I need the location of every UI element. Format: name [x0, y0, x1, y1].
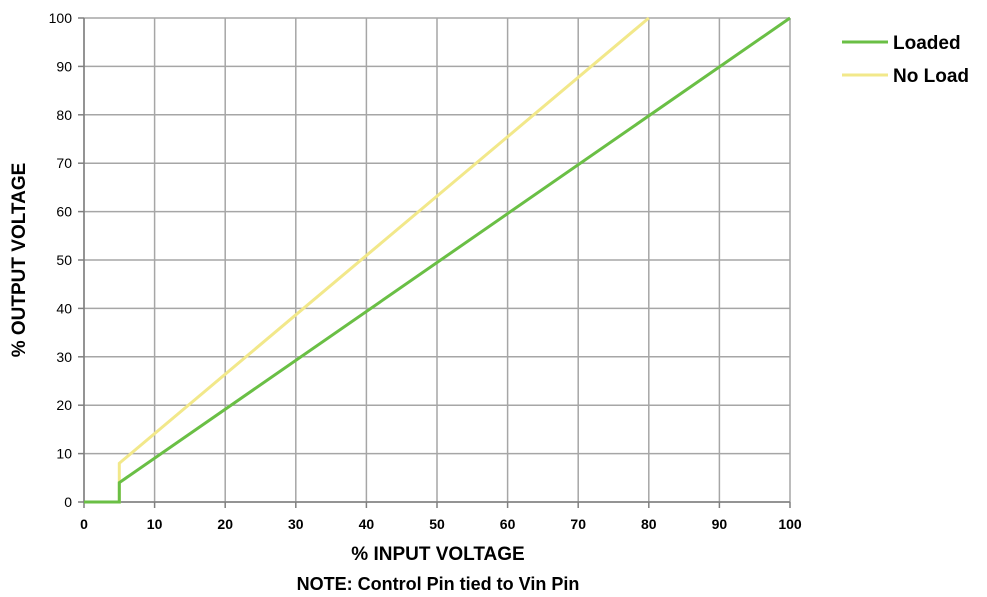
x-tick-label: 40	[359, 516, 375, 532]
y-tick-label: 30	[56, 349, 72, 365]
y-tick-label: 90	[56, 58, 72, 74]
y-tick-label: 40	[56, 300, 72, 316]
y-tick-label: 80	[56, 107, 72, 123]
x-tick-label: 0	[80, 516, 88, 532]
y-tick-label: 50	[56, 252, 72, 268]
y-axis-ticks: 0 10 20 30 40 50 60 70 80 90 100	[49, 10, 84, 510]
y-axis-title: % OUTPUT VOLTAGE	[9, 163, 30, 358]
legend: Loaded No Load	[842, 33, 969, 87]
x-tick-label: 10	[147, 516, 163, 532]
x-axis-title: % INPUT VOLTAGE	[351, 544, 524, 565]
x-tick-label: 20	[217, 516, 233, 532]
x-axis-ticks: 0 10 20 30 40 50 60 70 80 90 100	[80, 502, 802, 532]
x-tick-label: 50	[429, 516, 445, 532]
grid	[83, 17, 791, 503]
x-tick-label: 30	[288, 516, 304, 532]
y-tick-label: 10	[56, 446, 72, 462]
y-tick-label: 70	[56, 155, 72, 171]
x-tick-label: 70	[570, 516, 586, 532]
x-tick-label: 90	[712, 516, 728, 532]
legend-label-loaded: Loaded	[893, 33, 961, 54]
chart-note: NOTE: Control Pin tied to Vin Pin	[297, 574, 580, 594]
y-tick-label: 0	[64, 494, 72, 510]
y-tick-label: 100	[49, 10, 73, 26]
x-tick-label: 60	[500, 516, 516, 532]
x-tick-label: 80	[641, 516, 657, 532]
series-line-loaded	[84, 16, 791, 504]
x-tick-label: 100	[778, 516, 802, 532]
series-lines	[84, 16, 791, 504]
y-tick-label: 20	[56, 397, 72, 413]
y-tick-label: 60	[56, 204, 72, 220]
legend-label-no-load: No Load	[893, 66, 969, 87]
